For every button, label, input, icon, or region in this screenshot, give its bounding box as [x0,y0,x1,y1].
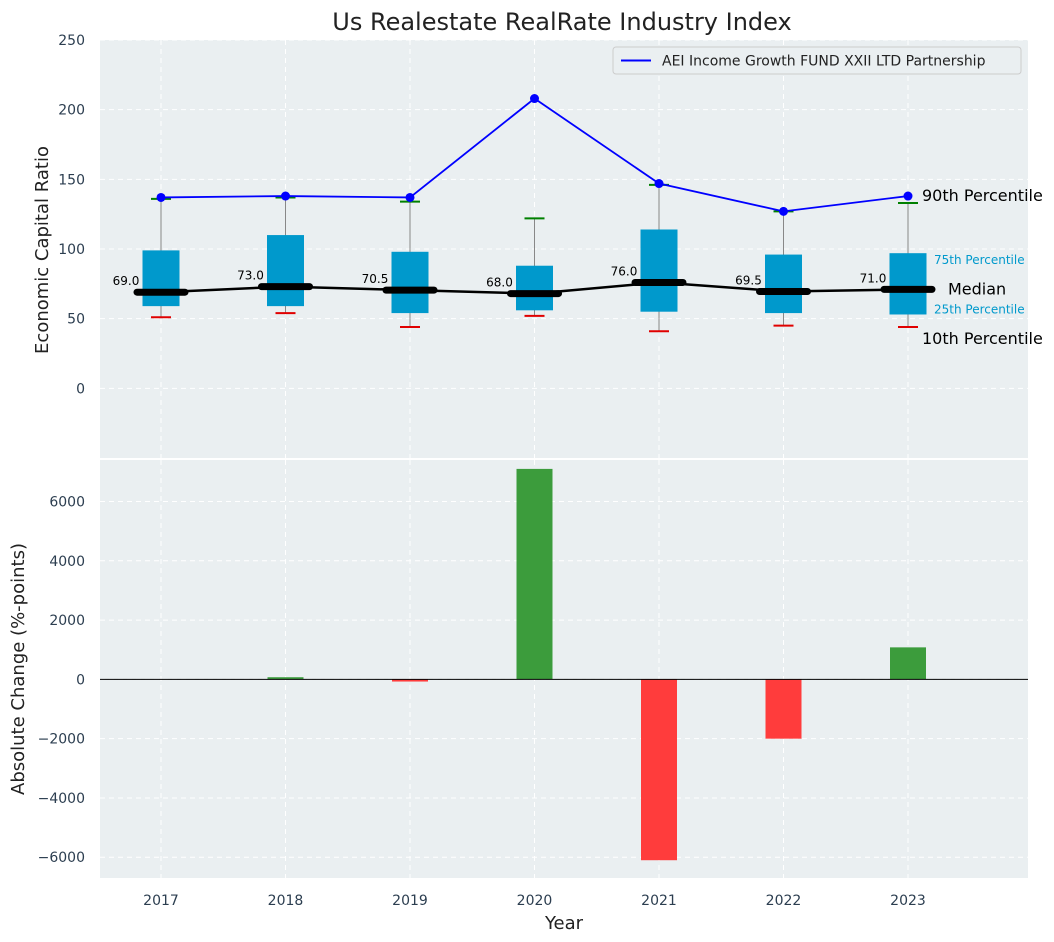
change-bar [392,679,428,682]
top-y-tick-label: 0 [76,381,85,397]
x-tick-label: 2021 [641,893,677,909]
bottom-y-ticks: −6000 −4000 −2000 0 2000 4000 6000 [38,495,85,867]
chart-title: Us Realestate RealRate Industry Index [332,8,791,36]
series-point [281,191,290,201]
x-tick-label: 2018 [268,893,304,909]
box-plots [142,183,927,333]
iqr-box [516,265,553,311]
annotation-p10: 10th Percentile [922,329,1043,348]
annotation-p25: 25th Percentile [934,302,1025,316]
x-tick-label: 2019 [392,893,428,909]
x-tick-label: 2022 [766,893,802,909]
company-series [156,94,913,216]
x-axis-label: Year [544,913,584,934]
median-value-label: 68.0 [486,276,513,290]
bottom-y-tick-label: 4000 [49,554,85,570]
iqr-box [889,253,927,315]
top-y-tick-label: 50 [67,312,85,328]
annotation-median: Median [948,279,1006,298]
x-tick-label: 2017 [143,893,179,909]
top-y-axis-label: Economic Capital Ratio [32,146,53,354]
change-bar [641,679,677,861]
median-value-label: 69.5 [735,273,762,287]
series-point [654,179,664,189]
series-point [903,191,913,201]
top-y-tick-label: 150 [58,172,85,188]
top-y-tick-label: 250 [58,33,85,49]
annotation-p90: 90th Percentile [922,186,1043,205]
bottom-y-tick-label: −4000 [38,791,85,807]
bottom-plot-background [100,460,1028,878]
bottom-y-tick-label: 6000 [49,495,85,511]
median-value-label: 71.0 [860,271,887,285]
bottom-y-tick-label: 0 [76,672,85,688]
x-tick-label: 2020 [517,893,553,909]
iqr-box [765,254,802,314]
top-y-tick-label: 100 [58,242,85,258]
iqr-box [391,251,429,314]
bottom-y-axis-label: Absolute Change (%-points) [8,543,29,795]
series-point [156,192,166,202]
top-panel: 0 50 100 150 200 250 69.0 73.0 70.5 68.0 76.0 69.5… [32,33,1043,458]
median-line: 69.0 73.0 70.5 68.0 76.0 69.5 71.0 [113,264,936,298]
bottom-y-tick-label: 2000 [49,613,85,629]
series-point [405,192,415,202]
change-bars [100,468,1028,861]
series-point [530,94,539,104]
series-point [779,206,788,216]
top-y-tick-label: 200 [58,103,85,119]
iqr-box [267,235,304,307]
median-value-label: 76.0 [611,264,638,278]
legend-entry: AEI Income Growth FUND XXII LTD Partners… [662,54,986,70]
iqr-box [640,229,678,312]
change-bar [765,679,802,739]
change-bar [267,677,304,680]
annotation-p75: 75th Percentile [934,253,1025,267]
bottom-y-tick-label: −6000 [38,850,85,866]
median-value-label: 70.5 [362,272,389,286]
top-y-ticks: 0 50 100 150 200 250 [58,33,85,397]
legend: AEI Income Growth FUND XXII LTD Partners… [612,46,1022,75]
change-bar [516,468,553,680]
percentile-annotations: 90th Percentile 75th Percentile Median 25th… [922,186,1043,348]
iqr-box [142,250,180,307]
x-ticks: 2017 2018 2019 2020 2021 2022 2023 [143,893,926,909]
change-bar [890,647,926,680]
x-tick-label: 2023 [890,893,926,909]
median-value-label: 73.0 [237,269,264,283]
legend-box [612,46,1022,75]
median-value-label: 69.0 [113,274,140,288]
bottom-y-tick-label: −2000 [38,732,85,748]
